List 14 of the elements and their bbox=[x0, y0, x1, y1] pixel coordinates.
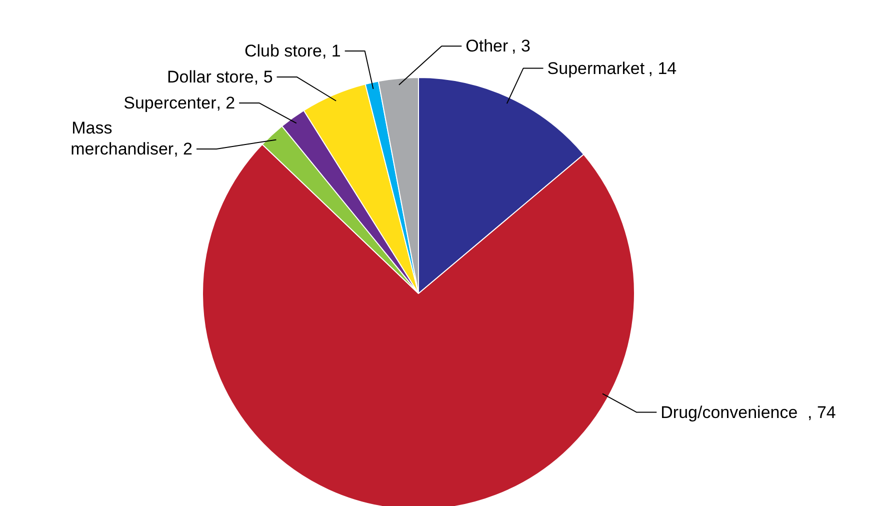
data-label: , 74 bbox=[808, 402, 836, 422]
data-label: , 1 bbox=[322, 41, 341, 60]
slice-label: Mass merchandiser bbox=[70, 118, 174, 158]
data-label: , 14 bbox=[648, 58, 677, 78]
data-label: , 5 bbox=[254, 67, 273, 86]
slice-label: Club store bbox=[244, 41, 322, 60]
slice-label: Supermarket bbox=[547, 58, 645, 78]
data-label: , 2 bbox=[174, 139, 192, 158]
slice-label: Drug/convenience bbox=[660, 402, 798, 422]
data-label: , 3 bbox=[512, 36, 530, 56]
slice-label: Other bbox=[466, 36, 508, 56]
slice-label: Supercenter bbox=[124, 93, 217, 112]
slice-label: Dollar store bbox=[166, 67, 254, 86]
data-label: , 2 bbox=[216, 93, 236, 112]
